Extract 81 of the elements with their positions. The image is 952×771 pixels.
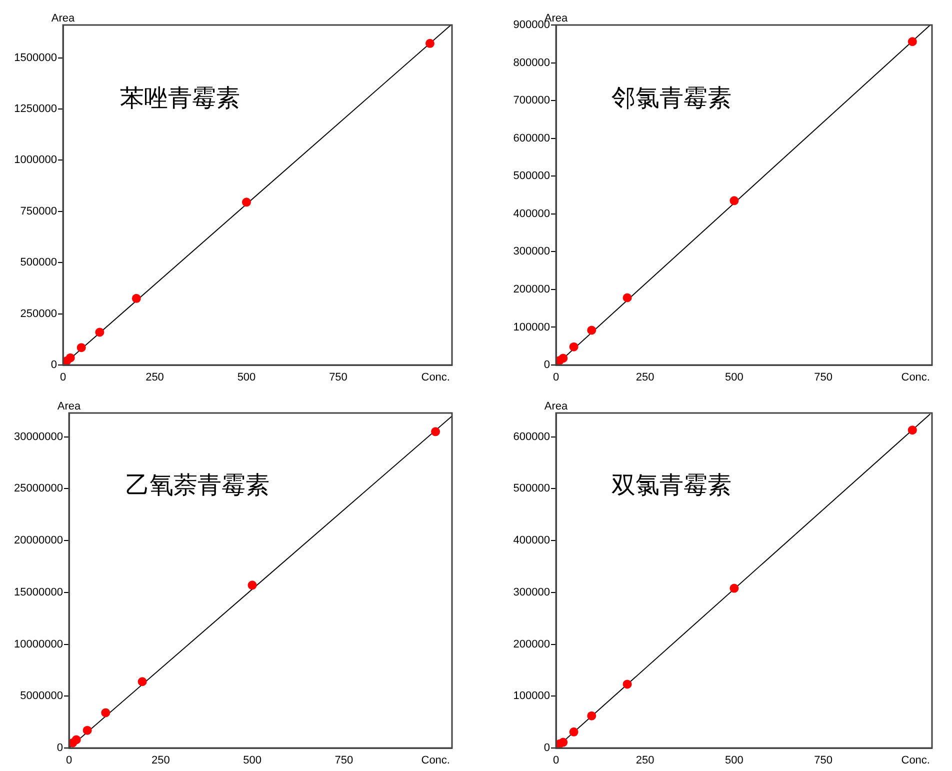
- point: [66, 353, 75, 362]
- y-tick-label: 25000000: [14, 482, 63, 495]
- y-tick-label: 20000000: [14, 534, 63, 547]
- y-tick-label: 500000: [513, 170, 550, 182]
- point: [95, 328, 104, 337]
- y-tick-label: 0: [56, 742, 63, 754]
- y-tick-label: 800000: [513, 56, 550, 69]
- x-tick-label: 250: [636, 754, 654, 767]
- x-axis-title: Conc.: [901, 754, 930, 767]
- x-tick-label: 500: [237, 372, 256, 384]
- x-tick-label: 0: [66, 754, 72, 767]
- text: 乙氧萘青霉素: [125, 470, 270, 499]
- point: [730, 196, 739, 206]
- point: [72, 735, 81, 744]
- point: [622, 293, 632, 302]
- y-tick-label: 1250000: [14, 103, 57, 116]
- y-tick-label: 700000: [513, 94, 550, 107]
- x-tick-label: 0: [552, 372, 560, 384]
- point: [558, 738, 568, 747]
- x-axis-title: Conc.: [901, 372, 930, 384]
- point: [242, 198, 251, 207]
- text: 邻氯青霉素: [611, 84, 732, 112]
- point: [622, 680, 632, 689]
- y-tick-label: 0: [544, 742, 550, 754]
- x-tick-label: 750: [334, 754, 354, 767]
- y-axis-title: Area: [544, 400, 568, 413]
- point: [138, 677, 147, 686]
- y-tick-label: 300000: [513, 586, 550, 598]
- point: [248, 580, 257, 590]
- y-tick-label: 15000000: [14, 586, 63, 598]
- point: [730, 584, 739, 593]
- y-tick-label: 30000000: [14, 430, 63, 443]
- text: 双氯青霉素: [611, 470, 732, 499]
- x-tick-label: 750: [329, 372, 348, 384]
- x-tick-label: 0: [552, 754, 560, 767]
- y-tick-label: 100000: [513, 690, 550, 702]
- y-tick-label: 1500000: [14, 52, 57, 64]
- y-tick-label: 10000000: [14, 638, 63, 650]
- point: [82, 726, 92, 735]
- y-tick-label: 600000: [513, 430, 550, 443]
- y-tick-label: 750000: [20, 205, 57, 218]
- y-tick-label: 250000: [20, 308, 57, 320]
- x-axis-title: Conc.: [421, 372, 450, 384]
- point: [587, 326, 596, 335]
- x-tick-label: 750: [814, 754, 832, 767]
- x-tick-label: 500: [725, 372, 744, 384]
- point: [101, 708, 110, 718]
- point: [908, 426, 917, 435]
- point: [569, 342, 578, 352]
- point: [569, 727, 578, 736]
- point: [908, 37, 917, 46]
- x-tick-label: 250: [146, 372, 164, 384]
- y-tick-label: 300000: [513, 246, 550, 258]
- y-tick-label: 400000: [513, 208, 550, 220]
- y-tick-label: 200000: [513, 638, 550, 650]
- point: [425, 38, 434, 48]
- y-tick-label: 200000: [513, 283, 550, 296]
- point: [558, 354, 568, 363]
- y-tick-label: 400000: [513, 534, 550, 547]
- point: [587, 711, 596, 720]
- x-tick-label: 750: [814, 372, 832, 384]
- y-tick-label: 1000000: [14, 154, 57, 166]
- y-tick-label: 500000: [513, 482, 550, 495]
- point: [431, 427, 440, 436]
- x-axis-title: Conc.: [421, 754, 450, 767]
- x-tick-label: 250: [636, 372, 654, 384]
- y-tick-label: 5000000: [20, 690, 63, 702]
- y-tick-label: 500000: [20, 256, 57, 269]
- point: [76, 343, 86, 352]
- x-tick-label: 500: [243, 754, 262, 767]
- y-tick-label: 0: [50, 359, 57, 372]
- y-tick-label: 100000: [513, 321, 550, 334]
- y-axis-title: Area: [51, 12, 76, 25]
- y-tick-label: 0: [544, 359, 550, 372]
- point: [132, 294, 141, 303]
- y-axis-title: Area: [57, 400, 82, 413]
- x-tick-label: 500: [725, 754, 744, 767]
- y-tick-label: 600000: [513, 132, 550, 144]
- y-tick-label: 900000: [513, 19, 550, 32]
- x-tick-label: 250: [151, 754, 170, 767]
- text: 苯唑青霉素: [120, 84, 240, 112]
